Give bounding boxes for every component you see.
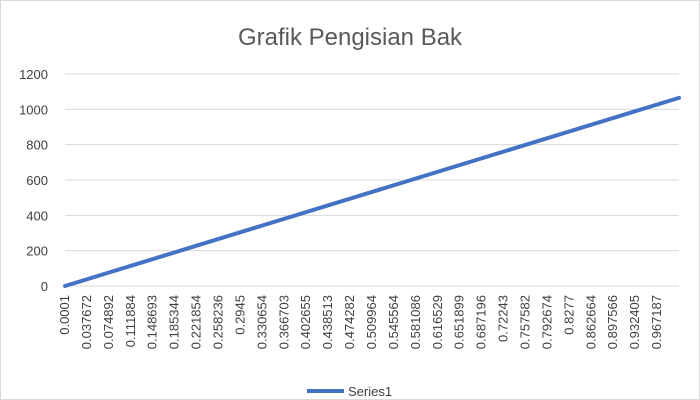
x-tick-label: 0.366703 — [276, 295, 291, 349]
x-tick-label: 0.2945 — [232, 295, 247, 335]
x-tick-label: 0.757582 — [518, 295, 533, 349]
x-tick-label: 0.402655 — [298, 295, 313, 349]
x-tick-label: 0.438513 — [320, 295, 335, 349]
y-tick-label: 1200 — [19, 67, 48, 82]
y-tick-label: 800 — [26, 138, 48, 153]
x-tick-label: 0.967187 — [649, 295, 664, 349]
x-tick-label: 0.509964 — [364, 295, 379, 349]
y-tick-label: 0 — [41, 279, 48, 294]
x-tick-label: 0.616529 — [430, 295, 445, 349]
y-tick-label: 400 — [26, 208, 48, 223]
y-tick-label: 1000 — [19, 102, 48, 117]
x-tick-label: 0.581086 — [408, 295, 423, 349]
y-axis-ticks: 0 200 400 600 800 1000 1200 — [19, 67, 48, 294]
x-axis-ticks: 0.0001 0.037672 0.074892 0.111884 0.148693 0.… — [57, 295, 664, 349]
x-tick-label: 0.330654 — [254, 295, 269, 349]
series-lines — [63, 95, 681, 288]
x-tick-label: 0.037672 — [79, 295, 94, 349]
x-tick-label: 0.074892 — [101, 295, 116, 349]
legend: Series1 — [307, 384, 392, 399]
gridlines — [65, 73, 679, 287]
x-tick-label: 0.792674 — [539, 295, 554, 349]
legend-label-series1: Series1 — [348, 384, 392, 399]
y-tick-label: 600 — [26, 173, 48, 188]
x-tick-label: 0.862664 — [583, 295, 598, 349]
x-tick-label: 0.8277 — [561, 295, 576, 335]
x-tick-label: 0.932405 — [627, 295, 642, 349]
x-tick-label: 0.687196 — [474, 295, 489, 349]
x-tick-label: 0.651899 — [452, 295, 467, 349]
x-tick-label: 0.0001 — [57, 295, 72, 335]
x-tick-label: 0.221854 — [189, 295, 204, 349]
x-tick-label: 0.474282 — [342, 295, 357, 349]
x-tick-label: 0.545564 — [386, 295, 401, 349]
series-line-1 — [63, 95, 681, 288]
x-tick-label: 0.111884 — [123, 295, 138, 347]
y-tick-label: 200 — [26, 244, 48, 259]
x-tick-label: 0.148693 — [145, 295, 160, 349]
chart-title: Grafik Pengisian Bak — [238, 24, 463, 51]
x-tick-label: 0.258236 — [211, 295, 226, 349]
x-tick-label: 0.72243 — [496, 295, 511, 342]
x-tick-label: 0.897566 — [605, 295, 620, 349]
x-tick-label: 0.185344 — [167, 295, 182, 349]
